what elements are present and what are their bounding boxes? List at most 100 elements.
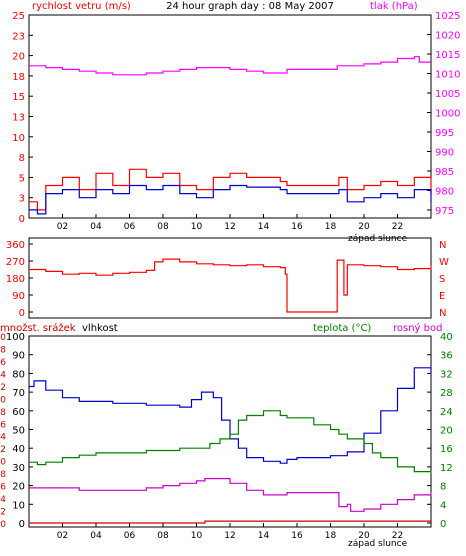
temperature-tick-label: 40 [440, 332, 453, 343]
humidity-tick-label: 20 [12, 482, 25, 493]
rain-axis-label: množst. srážek [0, 322, 76, 334]
rain-tick-label: 12 [0, 445, 6, 455]
x-tick-label: 22 [392, 531, 403, 541]
humidity-tick-label: 70 [12, 388, 25, 399]
humidity-tick-label: 10 [12, 500, 25, 511]
rain-tick-label: 30 [0, 333, 6, 343]
x-tick-label: 06 [124, 531, 136, 541]
compass-label: W [439, 257, 449, 268]
pressure-tick-label: 980 [435, 187, 454, 198]
pressure-tick-label: 985 [435, 167, 454, 178]
pressure-tick-label: 1010 [435, 70, 460, 81]
series-line-rainfall [29, 520, 431, 524]
pressure-tick-label: 1015 [435, 50, 460, 61]
x-tick-label: 16 [291, 531, 303, 541]
wind-tick-label: 8 [19, 153, 25, 164]
wind-tick-label: 20 [12, 52, 25, 63]
wind-tick-label: 15 [12, 92, 25, 103]
x-tick-label: 12 [224, 531, 235, 541]
rain-tick-label: 0 [0, 520, 6, 530]
series-line-temperature [29, 410, 432, 474]
x-tick-label: 02 [57, 222, 68, 232]
rain-tick-label: 2 [0, 508, 6, 518]
series-line-pressure [29, 56, 431, 76]
wind-tick-label: 3 [19, 194, 25, 205]
temperature-tick-label: 24 [440, 407, 453, 418]
pressure-axis-label: tlak (hPa) [370, 1, 418, 12]
temperature-tick-label: 36 [440, 351, 453, 362]
series-line-dewpoint [29, 478, 432, 512]
rain-tick-label: 10 [0, 458, 6, 468]
temperature-axis-label: teplota (°C) [313, 323, 371, 334]
series-line-wind-speed [29, 184, 432, 215]
pressure-tick-label: 990 [435, 148, 454, 159]
x-tick-label: 18 [325, 222, 337, 232]
temperature-tick-label: 12 [440, 463, 453, 474]
compass-label: N [439, 240, 446, 251]
direction-tick-label: 90 [12, 291, 25, 302]
rain-tick-label: 28 [0, 345, 6, 355]
temperature-tick-label: 32 [440, 369, 453, 380]
wind-tick-label: 23 [12, 31, 25, 42]
x-tick-label: 14 [258, 531, 270, 541]
wind-axis-label: rychlost vetru (m/s) [32, 1, 131, 12]
rain-tick-label: 18 [0, 408, 6, 418]
wind-tick-label: 10 [12, 133, 25, 144]
x-tick-label: 08 [157, 531, 169, 541]
pressure-tick-label: 995 [435, 128, 454, 139]
wind-tick-label: 0 [19, 214, 25, 225]
rain-tick-label: 14 [0, 433, 6, 443]
rain-tick-label: 6 [0, 483, 6, 493]
compass-label: E [439, 291, 445, 302]
series-line-humidity [29, 367, 432, 464]
rain-tick-label: 26 [0, 358, 6, 368]
compass-label: N [439, 308, 446, 319]
x-tick-label: 04 [90, 531, 102, 541]
x-tick-label: 22 [392, 222, 403, 232]
x-tick-label: 10 [191, 531, 203, 541]
rain-tick-label: 20 [0, 395, 6, 405]
x-tick-label: 02 [57, 531, 68, 541]
pressure-tick-label: 1025 [435, 11, 460, 22]
humidity-tick-label: 30 [12, 463, 25, 474]
x-tick-label: 12 [224, 222, 235, 232]
humidity-tick-label: 60 [12, 407, 25, 418]
humidity-tick-label: 50 [12, 426, 25, 437]
wind-tick-label: 13 [12, 113, 25, 124]
chart-title: 24 hour graph day : 08 May 2007 [166, 1, 334, 12]
sunset-label-bottom: západ slunce [348, 539, 408, 549]
sunset-label-top: západ slunce [348, 234, 408, 244]
rain-tick-label: 24 [0, 370, 6, 380]
humidity-tick-label: 80 [12, 369, 25, 380]
direction-tick-label: 0 [19, 308, 25, 319]
wind-tick-label: 25 [12, 11, 25, 22]
direction-tick-label: 360 [6, 240, 25, 251]
x-tick-label: 20 [358, 531, 370, 541]
temperature-tick-label: 4 [440, 500, 446, 511]
pressure-tick-label: 1005 [435, 89, 460, 100]
compass-label: S [439, 274, 445, 285]
temperature-tick-label: 16 [440, 444, 453, 455]
x-tick-label: 04 [90, 222, 102, 232]
x-tick-label: 10 [191, 222, 203, 232]
pressure-tick-label: 1000 [435, 109, 460, 120]
series-line-wind-direction [29, 258, 432, 313]
direction-plot-frame [28, 237, 432, 319]
direction-tick-label: 180 [6, 274, 25, 285]
humidity-tick-label: 100 [6, 332, 25, 343]
rain-tick-label: 22 [0, 383, 6, 393]
pressure-tick-label: 1020 [435, 31, 460, 42]
wind-tick-label: 5 [19, 173, 25, 184]
x-tick-label: 06 [124, 222, 136, 232]
pressure-tick-label: 975 [435, 206, 454, 217]
humidity-tick-label: 0 [19, 519, 25, 530]
rain-tick-label: 8 [0, 470, 6, 480]
humidity-tick-label: 90 [12, 351, 25, 362]
chart-marks: 0358101315182023259759809859909951000100… [0, 11, 460, 541]
rain-tick-label: 16 [0, 420, 6, 430]
humidity-axis-label: vlhkost [82, 323, 118, 334]
direction-tick-label: 270 [6, 257, 25, 268]
x-tick-label: 14 [258, 222, 270, 232]
temperature-tick-label: 0 [440, 519, 446, 530]
